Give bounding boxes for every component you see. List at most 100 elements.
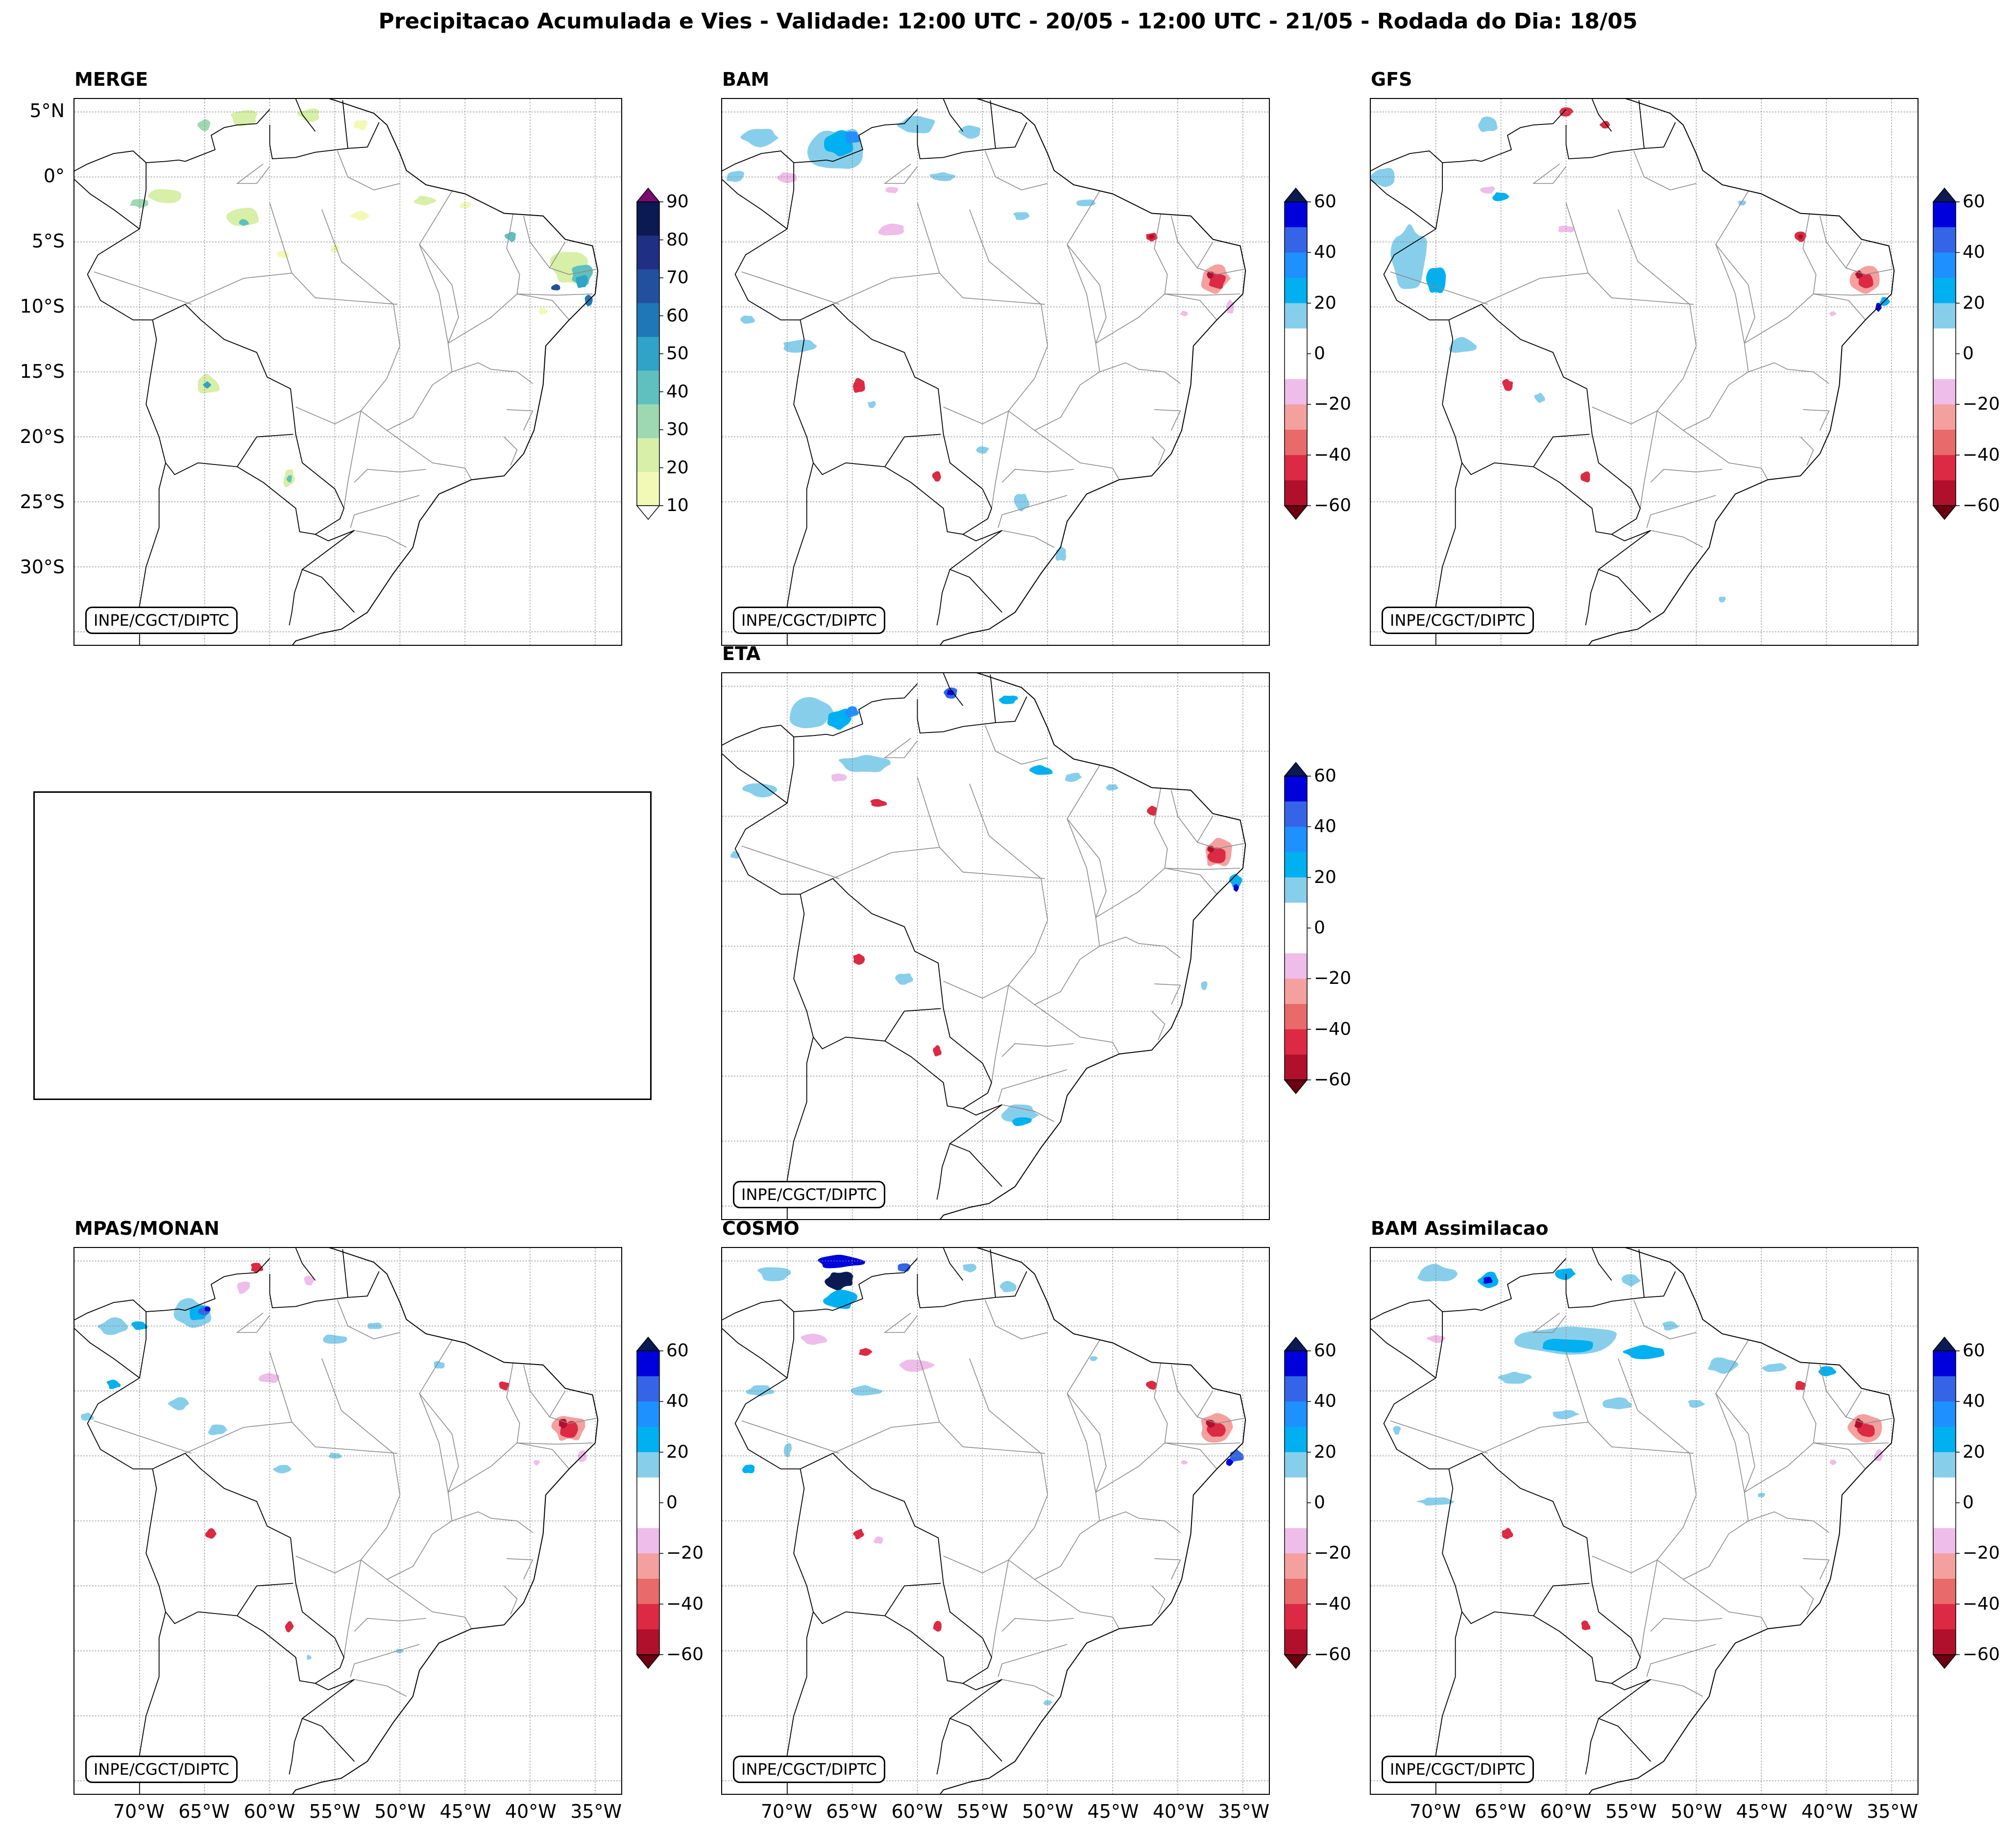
country-border [734, 734, 1002, 1187]
colorbar-segment [1285, 1503, 1307, 1529]
state-border [506, 1362, 520, 1443]
colorbar-tick-label: 20 [1963, 1442, 1985, 1462]
precip-field-patch [203, 381, 212, 389]
precip-field-patch [1762, 1363, 1787, 1372]
colorbar-tick-label: 60 [1314, 766, 1336, 786]
colorbar-tick-label: −60 [1314, 495, 1351, 515]
map-panel-eta: INPE/CGCT/DIPTC [721, 672, 1270, 1220]
colorbar-tick-label: −20 [1314, 1543, 1351, 1564]
colorbar-tick-label: −20 [1314, 968, 1351, 989]
map-panel-cosmo: INPE/CGCT/DIPTC [721, 1247, 1270, 1795]
country-border [1371, 1328, 1436, 1378]
colorbar-segment [1933, 1528, 1956, 1554]
longitude-label: 35°W [1218, 1801, 1270, 1822]
country-border [342, 1249, 348, 1297]
state-border [1800, 1586, 1814, 1615]
map-panel-gfs: INPE/CGCT/DIPTC [1370, 98, 1919, 646]
colorbar-extend-top [1932, 187, 1957, 202]
state-border [1532, 163, 1567, 184]
colorbar-segment [1285, 903, 1307, 929]
country-border [74, 179, 140, 229]
colorbar-tick-label: −20 [1963, 394, 2000, 415]
precip-field-patch [1603, 1397, 1632, 1410]
country-border [793, 319, 941, 475]
state-border [969, 1358, 1042, 1454]
colorbar-segment [637, 202, 659, 236]
precip-field-patch [867, 401, 876, 408]
precip-field-patch [825, 1272, 853, 1291]
colorbar-segment [637, 1452, 659, 1478]
colorbar-segment [1285, 1029, 1307, 1055]
state-border [1095, 1443, 1217, 1493]
precip-field-patch [1229, 1449, 1244, 1462]
colorbar-extend-top [1284, 1336, 1308, 1351]
precip-field-patch [1426, 267, 1446, 293]
country-border [1533, 1615, 1612, 1684]
precip-field-patch [258, 1372, 280, 1383]
precip-field-patch [413, 196, 437, 205]
country-border [722, 1299, 794, 1320]
state-border [883, 1312, 918, 1333]
state-border [517, 293, 593, 296]
precip-field-patch [1857, 1423, 1875, 1437]
colorbar-tick-label: 60 [666, 305, 689, 326]
colorbar-tick-label: 20 [1314, 1442, 1336, 1462]
state-border [549, 1391, 566, 1418]
state-border [1067, 1340, 1107, 1492]
country-border [917, 696, 1027, 734]
state-border [1633, 1299, 1697, 1340]
colorbar-segment [637, 1401, 659, 1427]
panel-title-gfs: GFS [1371, 69, 1412, 90]
colorbar-tick-label: 60 [1963, 192, 1985, 212]
colorbar-segment [1933, 1376, 1956, 1402]
colorbar-segment [1933, 430, 1956, 456]
state-border [1002, 530, 1054, 548]
state-border [549, 242, 566, 269]
state-border [1390, 271, 1488, 305]
colorbar-extend-bottom [1284, 505, 1308, 520]
precip-field-patch [1371, 168, 1395, 187]
colorbar-segment [1933, 1604, 1956, 1630]
state-border [969, 209, 1042, 305]
colorbar-segment [1285, 252, 1307, 278]
precip-field-patch [1393, 1426, 1401, 1435]
state-border [1802, 213, 1817, 294]
precip-field-patch [1830, 1460, 1837, 1466]
precip-field-patch [460, 202, 472, 209]
colorbar-segment [1933, 202, 1956, 228]
longitude-label: 70°W [113, 1801, 165, 1822]
state-border [269, 202, 292, 273]
coastline [940, 1248, 1246, 1794]
colorbar-segment [1933, 252, 1956, 278]
precip-field-patch [1106, 784, 1119, 791]
longitude-label: 65°W [178, 1801, 230, 1822]
state-border [337, 1299, 400, 1340]
precip-field-patch [1555, 1268, 1576, 1280]
country-border [943, 673, 964, 706]
longitude-label: 45°W [1087, 1801, 1139, 1822]
precip-field-patch [929, 172, 956, 181]
state-border [504, 437, 518, 466]
state-border [1151, 1011, 1166, 1040]
precip-field-patch [740, 316, 755, 324]
colorbar-segment [637, 1477, 659, 1503]
country-border [826, 109, 918, 162]
latitude-label: 10°S [20, 295, 65, 317]
colorbar-extend-top [1284, 761, 1308, 777]
country-border [342, 100, 348, 148]
colorbar-segment [1933, 278, 1956, 304]
state-border [1151, 1586, 1166, 1615]
precip-field-patch [885, 187, 899, 194]
country-border [237, 466, 316, 535]
state-border [1787, 368, 1829, 384]
state-border [360, 304, 472, 480]
precip-field-patch [1226, 1459, 1234, 1466]
colorbar-extend-top [636, 1336, 660, 1351]
colorbar-segment [1285, 801, 1307, 827]
state-border [1001, 1618, 1074, 1632]
state-border [883, 163, 918, 184]
country-border [826, 1258, 918, 1311]
colorbar-segment [1285, 852, 1307, 878]
credit-label: INPE/CGCT/DIPTC [1382, 607, 1534, 634]
country-border [722, 725, 794, 746]
